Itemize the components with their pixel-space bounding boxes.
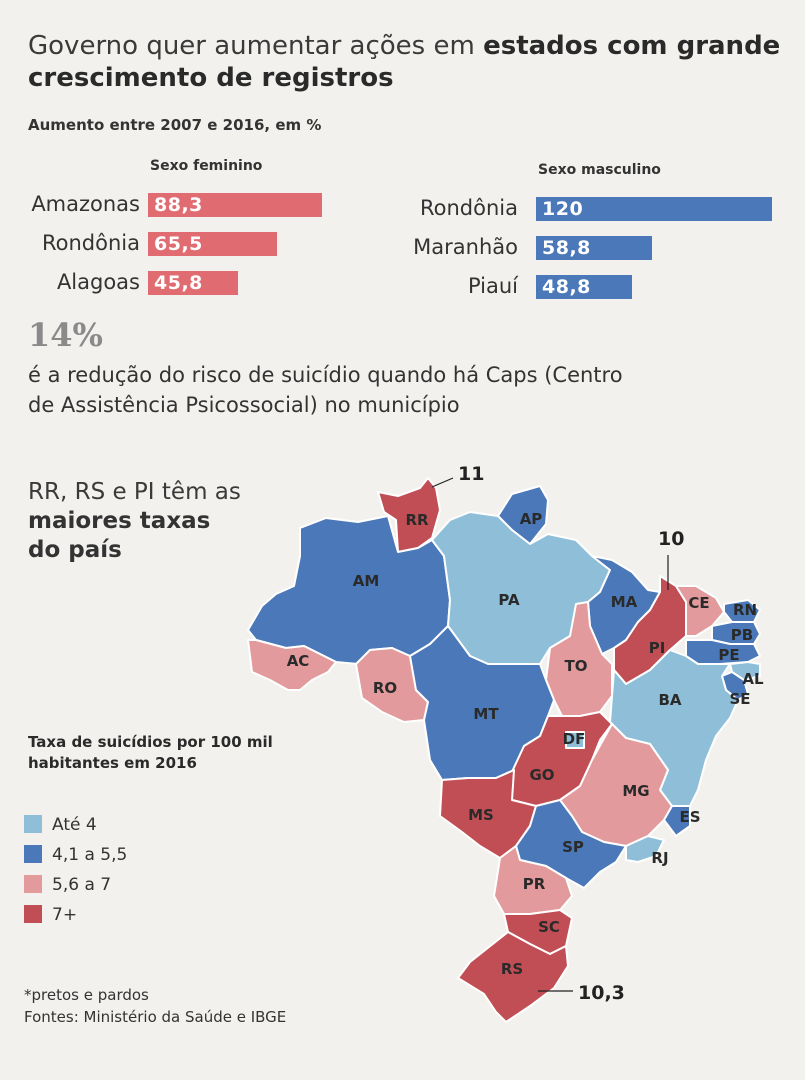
- footnote: *pretos e pardos: [24, 986, 149, 1004]
- female-bar: 88,3: [148, 193, 322, 217]
- male-bar: 48,8: [536, 275, 632, 299]
- state-label-pr: PR: [523, 875, 546, 893]
- state-label-al: AL: [742, 670, 764, 688]
- state-label-ma: MA: [611, 593, 638, 611]
- state-label-ms: MS: [468, 806, 494, 824]
- rr-callout-value: 11: [458, 463, 484, 485]
- state-ac: [247, 639, 337, 691]
- legend-swatch: [24, 875, 42, 893]
- state-df: [565, 731, 585, 749]
- male-header: Sexo masculino: [538, 162, 661, 178]
- legend-swatch: [24, 845, 42, 863]
- headline-regular: Governo quer aumentar ações em: [28, 31, 484, 61]
- sources: Fontes: Ministério da Saúde e IBGE: [24, 1008, 287, 1026]
- bar-value-label: 88,3: [154, 194, 203, 216]
- state-label-ap: AP: [520, 510, 543, 528]
- state-label-df: DF: [563, 730, 586, 748]
- legend-title: Taxa de suicídios por 100 mil habitantes…: [28, 732, 273, 774]
- map-title-line3: do país: [28, 537, 122, 563]
- state-label-pi: PI: [649, 639, 666, 657]
- state-label-mt: MT: [473, 705, 499, 723]
- female-bar-label: Rondônia: [42, 231, 140, 255]
- state-label-ba: BA: [658, 691, 681, 709]
- female-bar: 45,8: [148, 271, 238, 295]
- state-label-pe: PE: [718, 646, 739, 664]
- bar-value-label: 48,8: [542, 276, 591, 298]
- bar-value-label: 45,8: [154, 272, 203, 294]
- male-bar-label: Piauí: [467, 274, 518, 298]
- headline-bold: estados com grande crescimento de regist…: [28, 31, 781, 93]
- male-bar: 120: [536, 197, 772, 221]
- state-rs: [457, 931, 569, 1023]
- legend-item: 4,1 a 5,5: [24, 845, 127, 875]
- legend-label: 4,1 a 5,5: [52, 845, 128, 865]
- pi-callout-value: 10: [658, 528, 684, 550]
- female-bar-label: Amazonas: [31, 192, 140, 216]
- chart-subtitle: Aumento entre 2007 e 2016, em %: [28, 116, 322, 134]
- legend-label: Até 4: [52, 815, 97, 835]
- map-title-line1: RR, RS e PI têm as: [28, 479, 241, 505]
- state-label-es: ES: [679, 808, 700, 826]
- legend-item: 7+: [24, 905, 127, 935]
- state-label-go: GO: [529, 766, 554, 784]
- legend-title-line1: Taxa de suicídios por 100 mil: [28, 733, 273, 751]
- female-bar: 65,5: [148, 232, 277, 256]
- map-title: RR, RS e PI têm as maiores taxas do país: [28, 478, 241, 565]
- state-label-to: TO: [565, 657, 588, 675]
- state-label-sp: SP: [562, 838, 584, 856]
- state-pr: [493, 845, 573, 915]
- male-bar: 58,8: [536, 236, 652, 260]
- bar-value-label: 65,5: [154, 233, 203, 255]
- state-rr: [377, 477, 441, 553]
- state-es: [663, 805, 691, 837]
- male-bar-label: Rondônia: [420, 196, 518, 220]
- legend-title-line2: habitantes em 2016: [28, 754, 197, 772]
- female-header: Sexo feminino: [150, 158, 263, 174]
- state-label-se: SE: [729, 690, 750, 708]
- legend-list: Até 4 4,1 a 5,5 5,6 a 7 7+: [24, 815, 127, 935]
- bar-value-label: 58,8: [542, 237, 591, 259]
- map-title-line2: maiores taxas: [28, 508, 211, 534]
- legend-item: 5,6 a 7: [24, 875, 127, 905]
- state-label-rj: RJ: [651, 849, 668, 867]
- state-label-rn: RN: [733, 601, 757, 619]
- female-bar-label: Alagoas: [56, 270, 140, 294]
- legend-item: Até 4: [24, 815, 127, 845]
- legend-label: 5,6 a 7: [52, 875, 112, 895]
- headline: Governo quer aumentar ações em estados c…: [28, 30, 788, 94]
- male-bar-label: Maranhão: [413, 235, 518, 259]
- state-label-rr: RR: [405, 511, 429, 529]
- state-label-ce: CE: [688, 594, 709, 612]
- state-label-rs: RS: [501, 960, 523, 978]
- stat-text: é a redução do risco de suicídio quando …: [28, 363, 623, 417]
- state-label-pb: PB: [731, 626, 753, 644]
- state-label-mg: MG: [622, 782, 649, 800]
- state-label-pa: PA: [498, 591, 520, 609]
- rr-callout-line: [431, 477, 454, 488]
- state-label-am: AM: [353, 572, 380, 590]
- state-label-ac: AC: [287, 652, 310, 670]
- legend-swatch: [24, 905, 42, 923]
- rs-callout-value: 10,3: [578, 982, 625, 1004]
- state-label-sc: SC: [538, 918, 560, 936]
- legend-swatch: [24, 815, 42, 833]
- legend-label: 7+: [52, 905, 78, 925]
- state-rj: [625, 835, 665, 863]
- bar-value-label: 120: [542, 198, 584, 220]
- state-label-ro: RO: [373, 679, 397, 697]
- stat-value: 14%: [28, 316, 103, 354]
